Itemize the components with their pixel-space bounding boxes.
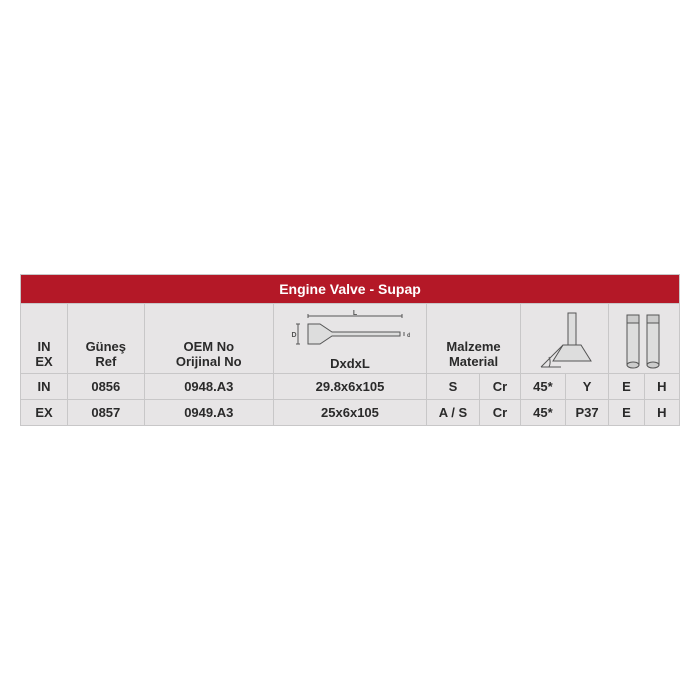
- col-stem: [609, 304, 680, 374]
- cell-angle: 45*: [521, 400, 566, 426]
- cell-ref: 0857: [68, 400, 144, 426]
- title-row: Engine Valve - Supap: [21, 275, 680, 304]
- cell-p: Y: [565, 374, 609, 400]
- cell-c1: E: [609, 374, 644, 400]
- cell-mat1: A / S: [426, 400, 479, 426]
- table-row: IN 0856 0948.A3 29.8x6x105 S Cr 45* Y E …: [21, 374, 680, 400]
- cell-ref: 0856: [68, 374, 144, 400]
- cell-p: P37: [565, 400, 609, 426]
- svg-text:d: d: [407, 333, 410, 339]
- col-oem-l2: Orijinal No: [176, 354, 242, 369]
- cell-oem: 0949.A3: [144, 400, 273, 426]
- cell-mat2: Cr: [479, 374, 520, 400]
- col-material-l1: Malzeme: [446, 339, 500, 354]
- cell-mat1: S: [426, 374, 479, 400]
- valve-dim-icon: L D d: [290, 310, 410, 356]
- col-material: Malzeme Material: [426, 304, 520, 374]
- col-oem: OEM No Orijinal No: [144, 304, 273, 374]
- cell-dxdxl: 25x6x105: [273, 400, 426, 426]
- header-row: IN EX Güneş Ref OEM No Orijinal No L: [21, 304, 680, 374]
- valve-head-icon: [535, 311, 595, 371]
- col-angle: [521, 304, 609, 374]
- col-inex: IN EX: [21, 304, 68, 374]
- col-material-l2: Material: [449, 354, 498, 369]
- cell-inex: EX: [21, 400, 68, 426]
- table-container: Engine Valve - Supap IN EX Güneş Ref OEM…: [20, 274, 680, 426]
- cell-c1: E: [609, 400, 644, 426]
- cell-dxdxl: 29.8x6x105: [273, 374, 426, 400]
- cell-angle: 45*: [521, 374, 566, 400]
- cell-c2: H: [644, 374, 679, 400]
- col-inex-l2: EX: [35, 354, 52, 369]
- col-ref: Güneş Ref: [68, 304, 144, 374]
- svg-text:L: L: [353, 310, 358, 317]
- col-inex-l1: IN: [38, 339, 51, 354]
- valve-stem-icon: [621, 311, 667, 371]
- cell-mat2: Cr: [479, 400, 520, 426]
- col-dxdxl: L D d DxdxL: [273, 304, 426, 374]
- cell-c2: H: [644, 400, 679, 426]
- svg-text:D: D: [291, 332, 296, 339]
- engine-valve-table: Engine Valve - Supap IN EX Güneş Ref OEM…: [20, 274, 680, 426]
- table-row: EX 0857 0949.A3 25x6x105 A / S Cr 45* P3…: [21, 400, 680, 426]
- cell-inex: IN: [21, 374, 68, 400]
- col-oem-l1: OEM No: [183, 339, 234, 354]
- col-ref-l2: Ref: [95, 354, 116, 369]
- col-ref-l1: Güneş: [86, 339, 126, 354]
- cell-oem: 0948.A3: [144, 374, 273, 400]
- col-dxdxl-label: DxdxL: [278, 356, 422, 371]
- table-title: Engine Valve - Supap: [21, 275, 680, 304]
